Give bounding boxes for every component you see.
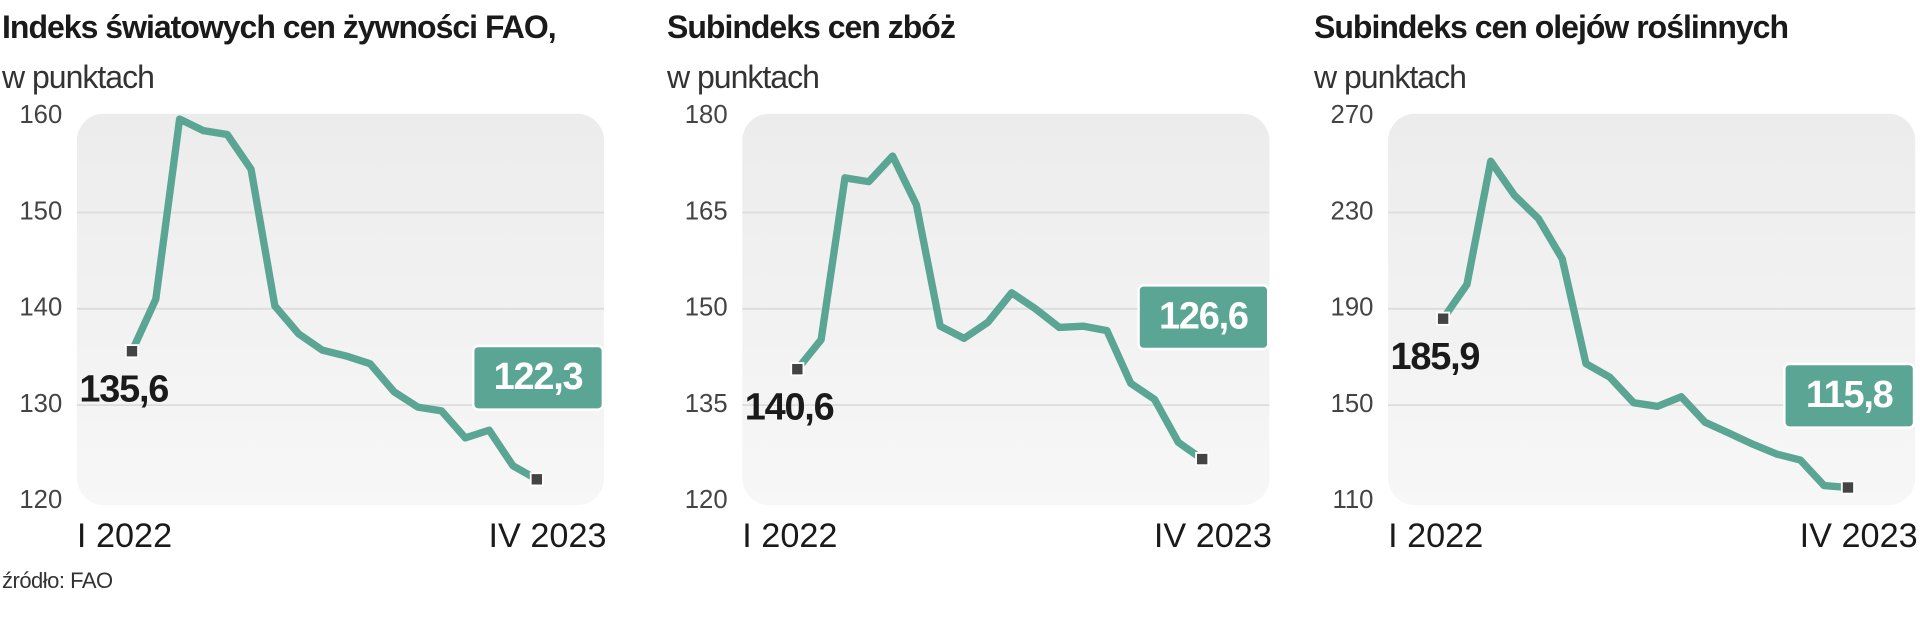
value-label: 135,6 xyxy=(79,369,168,411)
chart-subtitle: w punktach xyxy=(1314,59,1467,95)
point-marker xyxy=(529,472,544,487)
point-marker xyxy=(790,362,805,377)
chart-header: Indeks światowych cen żywności FAO, w pu… xyxy=(2,2,562,102)
point-marker xyxy=(124,344,140,359)
source-note: źródło: FAO xyxy=(2,568,113,593)
chart-subtitle: w punktach xyxy=(667,59,820,95)
value-label: 185,9 xyxy=(1391,336,1480,378)
chart-header: Subindeks cen olejów roślinnych w punkta… xyxy=(1314,2,1914,102)
x-tick-label: I 2022 xyxy=(1388,517,1483,555)
data-line xyxy=(128,115,541,483)
y-tick-label: 140 xyxy=(19,294,62,322)
chart-title: Subindeks cen olejów roślinnych xyxy=(1314,9,1789,45)
chart-subtitle: w punktach xyxy=(2,59,155,95)
x-tick-label: IV 2023 xyxy=(1800,517,1918,555)
chart-header: Subindeks cen zbóż w punktach xyxy=(667,2,1267,102)
value-label: 122,3 xyxy=(494,356,583,398)
y-tick-label: 190 xyxy=(1331,294,1374,322)
y-tick-label: 230 xyxy=(1331,197,1374,225)
data-line xyxy=(1439,157,1852,492)
value-label: 140,6 xyxy=(745,387,834,429)
y-tick-label: 160 xyxy=(19,101,62,129)
y-tick-label: 130 xyxy=(19,390,62,418)
x-tick-label: I 2022 xyxy=(742,517,837,555)
data-line xyxy=(793,152,1206,463)
value-label-box xyxy=(471,344,605,411)
y-tick-label: 120 xyxy=(685,486,728,514)
point-marker xyxy=(1436,311,1451,326)
point-marker xyxy=(1195,452,1210,467)
y-tick-label: 150 xyxy=(1331,390,1374,418)
y-tick-label: 270 xyxy=(1331,101,1374,129)
chart-title: Indeks światowych cen żywności FAO, xyxy=(2,9,557,45)
y-tick-label: 120 xyxy=(19,486,62,514)
value-label-box xyxy=(1137,284,1270,351)
x-tick-label: I 2022 xyxy=(77,517,172,555)
value-label: 115,8 xyxy=(1806,374,1893,416)
point-marker xyxy=(1840,480,1855,495)
y-tick-label: 180 xyxy=(685,101,728,129)
x-tick-label: IV 2023 xyxy=(1154,517,1272,555)
x-tick-label: IV 2023 xyxy=(489,517,607,555)
value-label-box xyxy=(1783,362,1916,429)
y-tick-label: 150 xyxy=(19,197,62,225)
value-label: 126,6 xyxy=(1159,295,1248,337)
y-tick-label: 135 xyxy=(685,390,728,418)
y-tick-label: 110 xyxy=(1332,486,1373,514)
chart-title: Subindeks cen zbóż xyxy=(667,9,956,45)
y-tick-label: 165 xyxy=(685,197,728,225)
y-tick-label: 150 xyxy=(685,294,728,322)
